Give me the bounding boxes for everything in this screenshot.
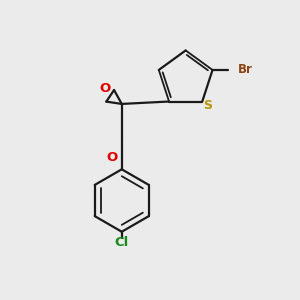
Text: O: O: [106, 151, 118, 164]
Text: S: S: [203, 99, 212, 112]
Text: Cl: Cl: [115, 236, 129, 249]
Text: O: O: [100, 82, 111, 95]
Text: Br: Br: [238, 63, 252, 76]
